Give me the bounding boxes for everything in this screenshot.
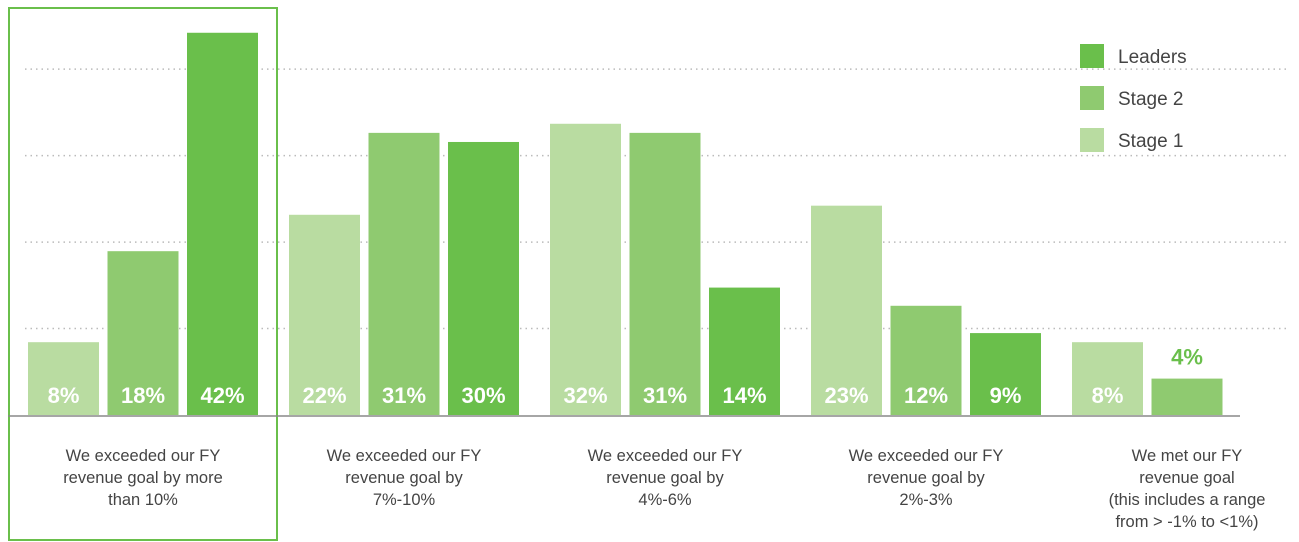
value-label: 9% [990, 383, 1022, 408]
x-tick-label: We met our FY revenue goal (this include… [1108, 447, 1266, 531]
value-label: 30% [461, 383, 505, 408]
value-label: 31% [382, 383, 426, 408]
bar [550, 123, 621, 416]
bar [187, 32, 258, 416]
value-label: 22% [302, 383, 346, 408]
bar [28, 342, 99, 415]
legend-swatch [1080, 128, 1104, 152]
bar [1072, 342, 1143, 415]
bar [629, 132, 701, 415]
value-label: 32% [563, 383, 607, 408]
bar [107, 251, 179, 415]
bar [890, 305, 962, 415]
x-tick-label: We exceeded our FY revenue goal by 4%-6% [587, 447, 743, 509]
value-label: 23% [824, 383, 868, 408]
bar [368, 132, 440, 415]
value-label: 8% [48, 383, 80, 408]
x-tick-label: We exceeded our FY revenue goal by more … [63, 447, 223, 509]
legend-label: Stage 2 [1118, 89, 1184, 110]
bar [709, 287, 780, 415]
value-label: 18% [121, 383, 165, 408]
legend-swatch [1080, 44, 1104, 68]
bar [811, 205, 882, 415]
value-label: 4% [1171, 345, 1203, 370]
bar [970, 333, 1041, 415]
value-label: 42% [200, 383, 244, 408]
value-label: 8% [1092, 383, 1124, 408]
legend-swatch [1080, 86, 1104, 110]
legend-label: Leaders [1118, 47, 1187, 68]
bar [448, 141, 519, 415]
value-label: 31% [643, 383, 687, 408]
highlight-box [8, 7, 278, 541]
legend-label: Stage 1 [1118, 131, 1184, 152]
bar [289, 214, 360, 415]
bar [1151, 378, 1223, 415]
x-tick-label: We exceeded our FY revenue goal by 2%-3% [848, 447, 1004, 509]
value-label: 14% [722, 383, 766, 408]
x-tick-label: We exceeded our FY revenue goal by 7%-10… [326, 447, 482, 509]
value-label: 12% [904, 383, 948, 408]
